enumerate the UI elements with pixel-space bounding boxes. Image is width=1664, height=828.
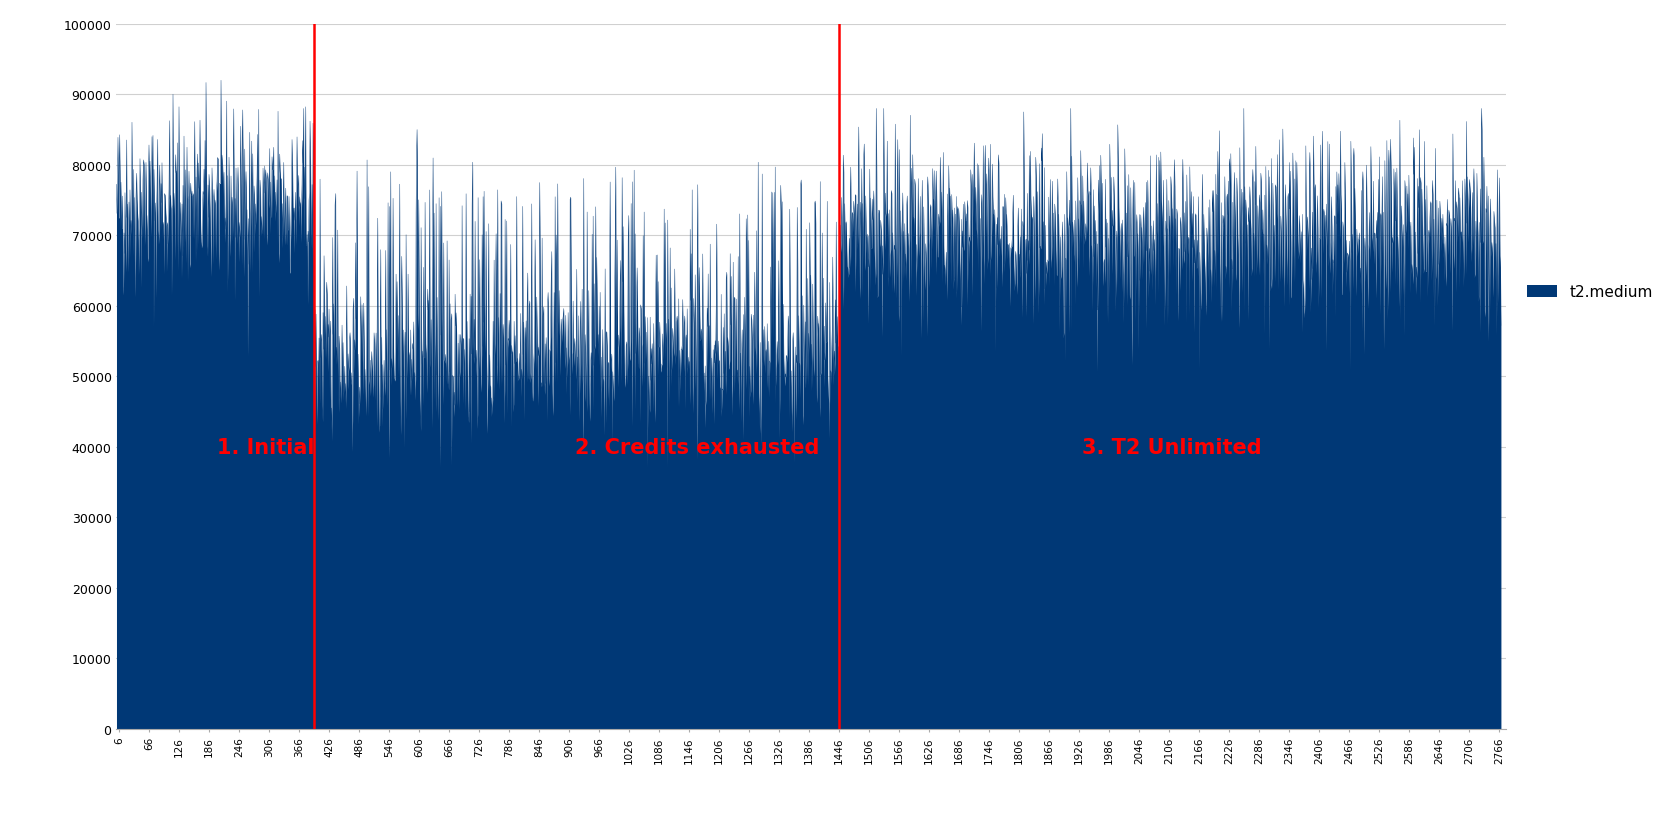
Text: 3. T2 Unlimited: 3. T2 Unlimited [1082,437,1261,457]
Legend: t2.medium: t2.medium [1521,279,1659,306]
Text: 1. Initial: 1. Initial [216,437,314,457]
Text: 2. Credits exhausted: 2. Credits exhausted [576,437,819,457]
